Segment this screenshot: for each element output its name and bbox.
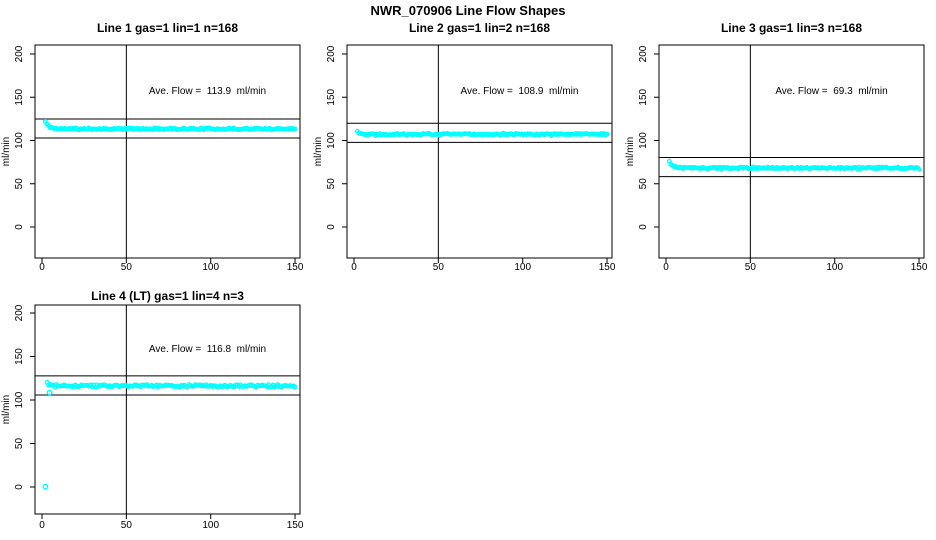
- svg-text:200: 200: [14, 45, 25, 62]
- avg-flow-annotation: Ave. Flow = 69.3 ml/min: [775, 86, 888, 97]
- avg-flow-annotation: Ave. Flow = 113.9 ml/min: [148, 86, 267, 97]
- svg-text:100: 100: [202, 262, 219, 273]
- svg-text:0: 0: [638, 224, 649, 230]
- svg-text:ml/min: ml/min: [625, 137, 636, 166]
- svg-text:150: 150: [911, 262, 928, 273]
- chart-title: NWR_070906 Line Flow Shapes: [370, 3, 566, 18]
- panel-line-1-plot: 0 50 100 150 0 50 100 150 200 ml/min: [1, 44, 304, 273]
- svg-text:100: 100: [326, 132, 337, 149]
- svg-text:50: 50: [638, 178, 649, 190]
- avg-flow-annotation: Ave. Flow = 108.9 ml/min: [460, 86, 579, 97]
- panel-line-3: 0 50 100 150 0 50 100 150 200 ml/min Line 3 gas=1…: [624, 20, 936, 288]
- panel-line-1: 0 50 100 150 0 50 100 150 200 ml/min Line 1 gas=1…: [0, 20, 312, 288]
- svg-text:100: 100: [202, 520, 219, 531]
- panel-line-2-title: Line 2 gas=1 lin=2 n=168: [408, 21, 551, 35]
- panel-line-1-title: Line 1 gas=1 lin=1 n=168: [96, 21, 239, 35]
- panel-line-2: 0 50 100 150 0 50 100 150 200 ml/min Line 2 gas=1…: [312, 20, 624, 288]
- svg-text:ml/min: ml/min: [313, 137, 324, 166]
- panel-line-3-plot: 0 50 100 150 0 50 100 150 200 ml/min: [625, 44, 928, 273]
- svg-text:150: 150: [599, 262, 616, 273]
- svg-text:100: 100: [826, 262, 843, 273]
- svg-text:0: 0: [39, 262, 45, 273]
- svg-text:50: 50: [14, 438, 25, 450]
- svg-text:0: 0: [14, 224, 25, 230]
- svg-text:150: 150: [14, 88, 25, 105]
- svg-text:50: 50: [326, 178, 337, 190]
- svg-text:0: 0: [14, 484, 25, 490]
- panel-line-2-plot: 0 50 100 150 0 50 100 150 200 ml/min: [313, 44, 616, 273]
- svg-text:ml/min: ml/min: [1, 395, 12, 424]
- svg-text:200: 200: [326, 45, 337, 62]
- svg-text:50: 50: [121, 520, 133, 531]
- panel-line-4-title: Line 4 (LT) gas=1 lin=4 n=3: [91, 289, 244, 303]
- svg-text:50: 50: [433, 262, 445, 273]
- svg-text:0: 0: [39, 520, 45, 531]
- svg-text:150: 150: [287, 520, 304, 531]
- svg-text:150: 150: [326, 88, 337, 105]
- svg-text:150: 150: [287, 262, 304, 273]
- svg-text:200: 200: [14, 304, 25, 321]
- svg-text:150: 150: [14, 348, 25, 365]
- svg-text:0: 0: [351, 262, 357, 273]
- panel-line-4-plot: 0 50 100 150 0 50 100 150 200 ml/min: [1, 304, 304, 531]
- svg-text:50: 50: [14, 178, 25, 190]
- svg-text:150: 150: [638, 88, 649, 105]
- svg-text:100: 100: [14, 132, 25, 149]
- svg-text:100: 100: [638, 132, 649, 149]
- svg-text:50: 50: [121, 262, 133, 273]
- svg-text:50: 50: [745, 262, 757, 273]
- svg-text:0: 0: [326, 224, 337, 230]
- svg-text:200: 200: [638, 45, 649, 62]
- svg-text:ml/min: ml/min: [1, 137, 12, 166]
- avg-flow-annotation: Ave. Flow = 116.8 ml/min: [148, 344, 267, 355]
- svg-text:100: 100: [514, 262, 531, 273]
- svg-text:0: 0: [663, 262, 669, 273]
- panel-line-3-title: Line 3 gas=1 lin=3 n=168: [720, 21, 863, 35]
- panel-line-4: 0 50 100 150 0 50 100 150 200 ml/min Line 4 (LT) …: [0, 288, 312, 540]
- svg-text:100: 100: [14, 391, 25, 408]
